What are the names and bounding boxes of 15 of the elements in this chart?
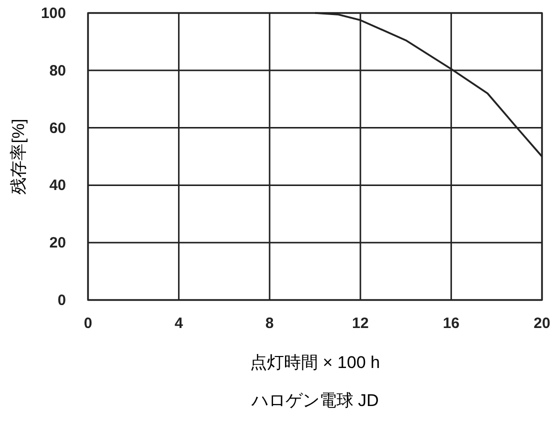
- y-tick-label: 0: [58, 292, 66, 309]
- y-tick-label: 20: [49, 234, 66, 252]
- y-tick-label: 100: [40, 5, 66, 22]
- y-tick-label: 60: [49, 120, 66, 137]
- x-tick-label: 4: [174, 315, 184, 332]
- y-tick-label: 80: [49, 62, 66, 80]
- x-tick-label: 0: [84, 315, 92, 332]
- text: ハロゲン電球 JD: [250, 391, 379, 410]
- x-tick-label: 20: [534, 315, 550, 332]
- x-tick-label: 12: [352, 315, 369, 332]
- x-tick-label: 16: [442, 315, 460, 332]
- x-tick-label: 8: [265, 315, 274, 332]
- y-tick-label: 40: [49, 177, 66, 194]
- x-axis-title: 点灯時間 × 100 h: [250, 353, 380, 372]
- y-axis-title: 残存率[%]: [9, 118, 28, 194]
